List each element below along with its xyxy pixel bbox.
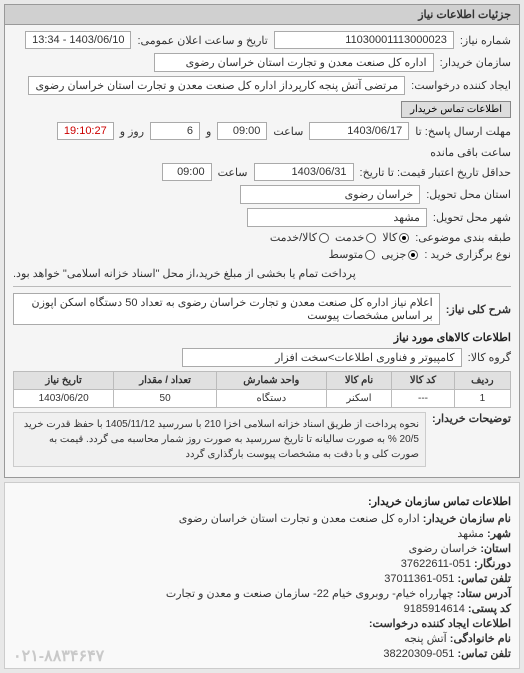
payment-note: پرداخت تمام یا بخشی از مبلغ خرید،از محل … [13, 267, 356, 280]
cell: --- [392, 390, 454, 408]
packaging-opt-2[interactable]: کالا/خدمت [270, 231, 329, 244]
req-no-value: 11030001113000023 [274, 31, 454, 49]
col-4: تعداد / مقدار [114, 372, 217, 390]
goods-group-label: گروه کالا: [468, 351, 511, 364]
col-5: تاریخ نیاز [14, 372, 114, 390]
packaging-opt-0[interactable]: کالا [382, 231, 409, 244]
city-label: شهر محل تحویل: [433, 211, 511, 224]
col-0: ردیف [454, 372, 510, 390]
cell: اسکنر [326, 390, 392, 408]
days-left: 6 [150, 122, 200, 140]
goods-group-value: کامپیوتر و فناوری اطلاعات>سخت افزار [182, 348, 462, 367]
cell: دستگاه [216, 390, 326, 408]
announce-label: تاریخ و ساعت اعلان عمومی: [137, 34, 267, 47]
buyer-notes-label: توضیحات خریدار: [432, 412, 511, 425]
contact-address: چهارراه خیام- روبروی خیام 22- سازمان صنع… [166, 588, 454, 600]
deadline-time: 09:00 [217, 122, 267, 140]
radio-icon [365, 250, 375, 260]
cell: 50 [114, 390, 217, 408]
buytype-opt-0[interactable]: جزیی [381, 248, 418, 261]
radio-icon [319, 233, 329, 243]
goods-title: اطلاعات کالاهای مورد نیاز [13, 331, 511, 344]
radio-icon [366, 233, 376, 243]
contact-postal-label: کد پستی: [468, 603, 511, 615]
time-label-1: ساعت [273, 125, 303, 138]
req-creator-label: اطلاعات ایجاد کننده درخواست: [369, 618, 511, 630]
radio-icon [399, 233, 409, 243]
contact-postal: 9185914614 [404, 603, 465, 615]
panel-body: شماره نیاز: 11030001113000023 تاریخ و سا… [5, 25, 519, 477]
packaging-opt-1[interactable]: خدمت [335, 231, 376, 244]
cell: 1403/06/20 [14, 390, 114, 408]
contact-fax: 051-37622611 [401, 558, 471, 570]
contact-org-label: نام سازمان خریدار: [423, 513, 511, 525]
buytype-label: نوع برگزاری خرید : [424, 248, 511, 261]
contact-city-label: شهر: [487, 528, 511, 540]
deadline-label: مهلت ارسال پاسخ: تا [415, 125, 511, 138]
cell: 1 [454, 390, 510, 408]
contact-province-label: استان: [480, 543, 511, 555]
table-row: 1 --- اسکنر دستگاه 50 1403/06/20 [14, 390, 511, 408]
contact-phone-label: تلفن تماس: [457, 573, 511, 585]
main-desc-label: شرح کلی نیاز: [446, 303, 511, 316]
validity-label: حداقل تاریخ اعتبار قیمت: تا تاریخ: [360, 166, 511, 179]
col-3: واحد شمارش [216, 372, 326, 390]
req-phone-label: تلفن تماس: [457, 648, 511, 660]
contact-city: مشهد [457, 528, 484, 540]
contact-org: اداره کل صنعت معدن و تجارت استان خراسان … [179, 513, 420, 525]
validity-time: 09:00 [162, 163, 212, 181]
days-unit: روز و [120, 125, 144, 138]
buyer-notes-text: نحوه پرداخت از طریق اسناد خزانه اسلامی ا… [13, 412, 426, 467]
buyer-contact-button[interactable]: اطلاعات تماس خریدار [401, 101, 511, 118]
creator-value: مرتضی آتش پنجه کارپرداز اداره کل صنعت مع… [28, 76, 405, 95]
col-2: نام کالا [326, 372, 392, 390]
contact-address-label: آدرس ستاد: [457, 588, 511, 600]
goods-table: ردیف کد کالا نام کالا واحد شمارش تعداد /… [13, 371, 511, 408]
buytype-opt-1[interactable]: متوسط [329, 248, 376, 261]
panel-header: جزئیات اطلاعات نیاز [5, 5, 519, 25]
creator-label: ایجاد کننده درخواست: [411, 79, 511, 92]
time-label-2: ساعت [218, 166, 248, 179]
buyer-label: سازمان خریدار: [440, 56, 511, 69]
contact-fax-label: دورنگار: [474, 558, 511, 570]
req-no-label: شماره نیاز: [460, 34, 511, 47]
province-label: استان محل تحویل: [426, 188, 511, 201]
validity-date: 1403/06/31 [254, 163, 354, 181]
and-label: و [206, 125, 211, 138]
deadline-date: 1403/06/17 [309, 122, 409, 140]
hours-unit: ساعت باقی مانده [430, 146, 511, 159]
radio-icon [408, 250, 418, 260]
packaging-label: طبقه بندی موضوعی: [415, 231, 511, 244]
family-label: نام خانوادگی: [450, 633, 511, 645]
watermark: ۰۲۱-۸۸۳۴۶۴۷ [13, 646, 104, 666]
requirement-panel: جزئیات اطلاعات نیاز شماره نیاز: 11030001… [4, 4, 520, 478]
family-value: آتش پنجه [404, 633, 447, 645]
hours-left: 19:10:27 [57, 122, 114, 140]
announce-value: 1403/06/10 - 13:34 [25, 31, 131, 49]
city-value: مشهد [247, 208, 427, 227]
contact-phone: 051-37011361 [384, 573, 454, 585]
province-value: خراسان رضوی [240, 185, 420, 204]
main-desc-text: اعلام نیاز اداره کل صنعت معدن و تجارت خر… [13, 293, 440, 325]
buyer-value: اداره کل صنعت معدن و تجارت استان خراسان … [154, 53, 434, 72]
col-1: کد کالا [392, 372, 454, 390]
req-phone-value: 051-38220309 [383, 648, 454, 660]
contact-title: اطلاعات تماس سازمان خریدار: [13, 495, 511, 508]
contact-province: خراسان رضوی [409, 543, 478, 555]
table-header-row: ردیف کد کالا نام کالا واحد شمارش تعداد /… [14, 372, 511, 390]
